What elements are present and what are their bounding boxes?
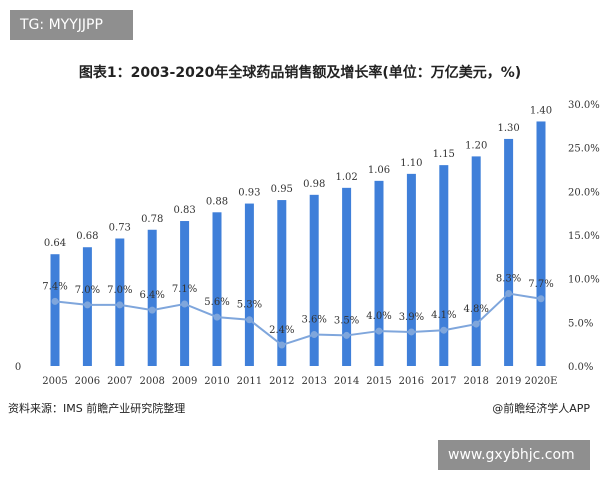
x-tick-label: 2011 [237,376,262,387]
bar-label: 0.93 [238,188,260,199]
x-tick-label: 2006 [75,376,100,387]
bar [50,254,60,366]
bar-label: 0.83 [173,205,195,216]
growth-label: 7.0% [107,285,132,296]
growth-label: 3.6% [301,315,326,326]
bar-label: 0.68 [76,231,98,242]
bar-label: 1.15 [433,149,455,160]
x-tick-label: 2014 [334,376,359,387]
growth-label: 7.7% [528,279,553,290]
watermark-bottom: www.gxybhjc.com [438,440,590,470]
bar [277,200,287,366]
x-tick-label: 2012 [269,376,294,387]
growth-point [505,290,513,298]
growth-label: 7.0% [75,285,100,296]
growth-point [116,301,124,309]
x-tick-label: 2007 [107,376,132,387]
growth-point [310,331,318,339]
bar [342,187,352,366]
growth-point [51,297,59,305]
bar [504,138,514,366]
growth-point [472,320,480,328]
growth-label: 8.3% [496,274,521,285]
growth-point [343,331,351,339]
bar [147,229,157,366]
growth-label: 4.8% [463,304,488,315]
bar [471,156,481,366]
bar-label: 0.88 [206,196,228,207]
x-tick-label: 2016 [399,376,424,387]
bar [406,173,416,366]
right-tick-label: 10.0% [568,275,600,286]
x-tick-label: 2019 [496,376,521,387]
chart-title: 图表1：2003-2020年全球药品销售额及增长率(单位：万亿美元，%) [78,65,522,81]
growth-label: 3.9% [399,312,424,323]
bar-label: 1.20 [465,140,487,151]
right-tick-label: 15.0% [568,231,600,242]
growth-label: 4.1% [431,310,456,321]
bar-label: 1.30 [497,123,519,134]
right-tick-label: 25.0% [568,144,600,155]
growth-label: 5.6% [204,297,229,308]
growth-label: 7.4% [42,281,67,292]
growth-label: 2.4% [269,325,294,336]
x-tick-label: 2008 [139,376,164,387]
bar [180,221,190,366]
bar-label: 0.78 [141,214,163,225]
source-note: 资料来源：IMS 前瞻产业研究院整理 [8,402,186,415]
left-tick-label: 0 [15,362,21,373]
growth-point [537,295,545,303]
growth-point [375,327,383,335]
watermark-top: TG: MYYJJPP [10,10,133,40]
bar-label: 0.64 [44,238,66,249]
bar-label: 1.02 [335,172,357,183]
x-tick-label: 2009 [172,376,197,387]
bar-label: 1.06 [368,165,390,176]
right-tick-label: 0.0% [568,362,593,373]
bar [374,180,384,366]
bar-label: 1.10 [400,158,422,169]
right-tick-label: 30.0% [568,100,600,111]
growth-point [213,313,221,321]
right-tick-label: 5.0% [568,318,593,329]
growth-point [407,328,415,336]
growth-label: 5.3% [237,300,262,311]
right-tick-label: 20.0% [568,187,600,198]
x-tick-label: 2020E [525,376,558,387]
x-tick-label: 2015 [366,376,391,387]
growth-line [54,292,542,347]
publisher: @前瞻经济学人APP [492,402,590,415]
bar-label: 0.95 [271,184,293,195]
x-tick-label: 2017 [431,376,456,387]
x-tick-label: 2018 [463,376,488,387]
growth-point [278,341,286,349]
bar-label: 0.73 [109,222,131,233]
growth-label: 4.0% [366,311,391,322]
growth-label: 3.5% [334,315,359,326]
x-tick-label: 2010 [204,376,229,387]
bar [536,121,546,366]
growth-label: 7.1% [172,284,197,295]
bar-label: 1.40 [530,105,552,116]
bar [244,203,254,366]
bar [212,212,222,366]
growth-label: 6.4% [139,290,164,301]
x-tick-label: 2013 [301,376,326,387]
bar [309,194,319,366]
x-tick-label: 2005 [42,376,67,387]
growth-point [148,306,156,314]
bar [439,165,449,366]
growth-point [83,301,91,309]
growth-point [245,316,253,324]
bar-label: 0.98 [303,179,325,190]
growth-point [440,326,448,334]
growth-point [181,300,189,308]
chart: 0.64 2005 0.68 2006 0.73 2007 0.78 2008 0.83 2009… [15,100,600,387]
